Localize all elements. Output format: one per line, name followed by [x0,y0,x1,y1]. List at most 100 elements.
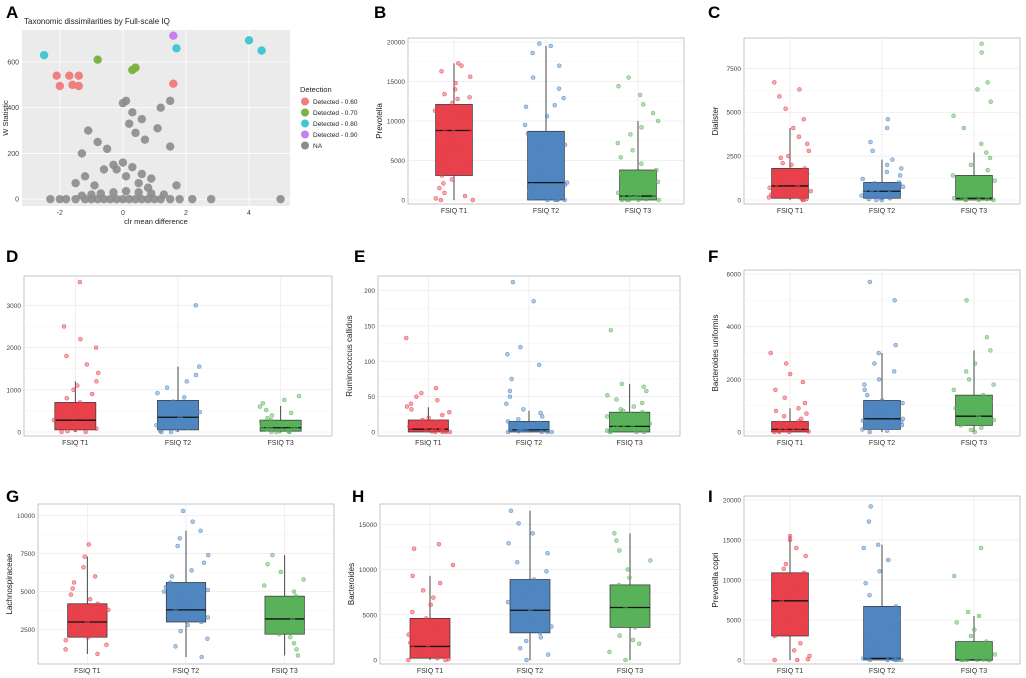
jitter-point [444,136,450,141]
jitter-point [530,531,536,536]
jitter-point [58,403,64,409]
jitter-point [504,401,509,406]
jitter-point [527,585,533,590]
jitter-point [199,654,204,660]
box [508,421,550,433]
jitter-point [282,599,288,605]
jitter-point [425,644,431,649]
jitter-point [867,429,872,435]
jitter-point [450,562,456,568]
jitter-point [558,193,563,199]
panel-letter: C [708,3,720,22]
box [619,169,657,201]
jitter-point [454,110,460,116]
jitter-point [508,425,513,431]
jitter-point [440,419,446,424]
jitter-point [980,654,986,660]
jitter-point [644,612,650,618]
jitter-point [862,188,868,194]
legend-swatch [301,97,309,106]
jitter-point [102,604,108,610]
jitter-point [205,587,211,593]
jitter-point [442,128,447,133]
jitter-point [960,421,965,426]
y-axis-label: Prevotella copri [711,552,720,607]
jitter-point [51,417,57,423]
jitter-point [410,573,415,579]
jitter-point [440,412,445,418]
jitter-point [441,164,446,170]
jitter-point [964,657,970,663]
jitter-point [94,379,99,384]
jitter-point [772,633,778,639]
jitter-point [406,657,411,663]
jitter-point [951,573,957,579]
jitter-point [507,388,513,394]
jitter-point [426,415,431,421]
jitter-point [807,653,812,659]
jitter-point [266,421,272,427]
jitter-point [619,197,625,203]
jitter-point [409,625,414,630]
box [609,584,651,628]
jitter-point [467,74,473,80]
jitter-point [614,397,619,402]
jitter-point [432,426,437,431]
jitter-point [523,104,529,110]
jitter-point [771,594,776,600]
y-tick-label: 2000 [7,345,22,352]
jitter-point [963,369,969,374]
jitter-point [634,429,639,435]
jitter-point [545,652,551,657]
jitter-point [166,401,171,406]
jitter-point [61,324,67,329]
x-tick-label: FSIQ T3 [961,668,987,675]
jitter-point [614,538,619,543]
box [771,168,809,199]
jitter-point [537,41,542,46]
jitter-point [268,624,273,629]
jitter-point [641,599,647,605]
jitter-point [776,420,781,426]
jitter-point [98,610,103,616]
jitter-point [461,116,467,121]
jitter-point [505,429,511,435]
jitter-point [556,86,562,91]
jitter-point [778,169,784,175]
jitter-point [632,625,638,630]
scatter-point [143,183,153,192]
jitter-point [196,364,202,369]
jitter-point [791,425,796,431]
panel-e: E 0 50 100 150 200 FSIQ T1 FSIQ T2 FSIQ T3 Rumino… [345,247,681,447]
jitter-point [173,644,178,649]
jitter-point [786,153,791,159]
jitter-point [95,601,100,607]
jitter-point [619,171,624,177]
jitter-point [978,400,984,406]
x-tick-label: FSIQ T1 [777,668,803,675]
jitter-point [526,617,532,623]
jitter-point [279,422,285,428]
scatter-point [137,114,147,124]
jitter-point [865,653,870,659]
jitter-point [68,423,73,428]
jitter-point [612,531,617,536]
jitter-point [536,362,542,368]
jitter-point [71,580,77,585]
plot-background [22,30,290,206]
scatter-point [153,124,162,133]
jitter-point [552,197,558,203]
jitter-point [607,649,612,655]
scatter-point [74,71,83,80]
jitter-point [197,409,203,415]
jitter-point [442,190,447,196]
jitter-point [976,197,981,203]
y-axis-label: W Statistic [1,100,10,136]
jitter-point [536,420,542,426]
jitter-point [95,651,100,657]
jitter-point [877,568,882,574]
jitter-point [467,95,472,100]
jitter-point [992,652,998,657]
scatter-point [118,194,128,204]
jitter-point [274,429,279,435]
